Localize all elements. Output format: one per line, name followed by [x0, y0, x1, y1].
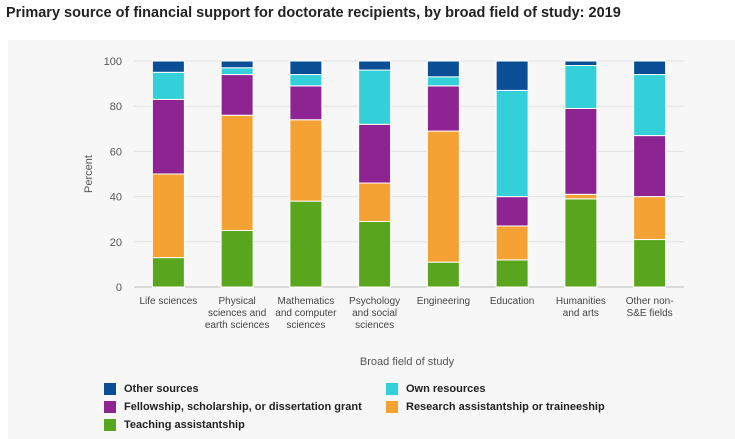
y-tick-label: 40	[110, 192, 122, 204]
bar-segment[interactable]	[289, 60, 323, 76]
x-tick-label: Other non-S&E fields	[626, 296, 674, 319]
bar-segment[interactable]	[633, 196, 667, 241]
x-tick-label: Mathematics and computer sciences	[275, 296, 337, 331]
bar-segment[interactable]	[495, 225, 529, 261]
legend-item[interactable]: Research assistantship or traineeship	[386, 401, 605, 413]
bar-segment[interactable]	[633, 60, 667, 76]
bar-segment[interactable]	[564, 198, 598, 288]
x-tick-label: Education	[490, 296, 534, 307]
bar-segment[interactable]	[426, 60, 460, 78]
bar-segment[interactable]	[151, 257, 185, 288]
bar-segment[interactable]	[220, 67, 254, 76]
bar-segment[interactable]	[289, 74, 323, 87]
bar-segment[interactable]	[495, 89, 529, 198]
x-tick-label: Psychology and social sciences	[349, 296, 400, 331]
bar-segment[interactable]	[358, 182, 392, 222]
bar-segment[interactable]	[426, 85, 460, 132]
legend-label: Teaching assistantship	[124, 419, 245, 431]
y-tick-label: 60	[110, 146, 122, 158]
legend-label: Research assistantship or traineeship	[406, 401, 605, 413]
x-tick-label: Engineering	[417, 296, 470, 307]
bar-segment[interactable]	[358, 123, 392, 184]
legend-swatch	[104, 401, 116, 413]
y-tick-label: 20	[110, 237, 122, 249]
bar-segment[interactable]	[495, 259, 529, 288]
bar-segment[interactable]	[564, 65, 598, 109]
bar-segment[interactable]	[358, 69, 392, 125]
legend-item[interactable]: Teaching assistantship	[104, 419, 245, 431]
y-tick-label: 100	[104, 56, 122, 68]
legend-swatch	[104, 419, 116, 431]
x-tick-label: Life sciences	[139, 296, 197, 307]
y-tick-label: 0	[116, 282, 122, 294]
legend-label: Other sources	[124, 383, 199, 395]
legend-label: Own resources	[406, 383, 486, 395]
bar-segment[interactable]	[426, 76, 460, 87]
legend-label: Fellowship, scholarship, or dissertation…	[124, 401, 362, 413]
bar-segment[interactable]	[426, 130, 460, 263]
x-axis-title: Broad field of study	[360, 356, 455, 368]
chart-title: Primary source of financial support for …	[6, 5, 621, 21]
bar-segment[interactable]	[220, 74, 254, 116]
bar-segment[interactable]	[495, 60, 529, 91]
chart-panel: 0 20 40 60 80 100 Percent Life sciences Physical…	[8, 40, 735, 439]
legend-swatch	[386, 383, 398, 395]
bar-segment[interactable]	[633, 135, 667, 198]
bar-segment[interactable]	[358, 220, 392, 288]
bar-segment[interactable]	[289, 85, 323, 121]
chart-legend: Other sources Own resources Fellowship, sc…	[104, 383, 664, 439]
bar-segment[interactable]	[289, 119, 323, 202]
stacked-bar-chart: 0 20 40 60 80 100 Percent Life sciences Physical…	[83, 56, 684, 368]
bar-segment[interactable]	[358, 60, 392, 71]
bar-segment[interactable]	[151, 173, 185, 259]
legend-item[interactable]: Other sources	[104, 383, 199, 395]
legend-item[interactable]: Fellowship, scholarship, or dissertation…	[104, 401, 362, 413]
legend-item[interactable]: Own resources	[386, 383, 485, 395]
legend-swatch	[386, 401, 398, 413]
x-tick-label: Humanities and arts	[556, 296, 606, 319]
bar-segment[interactable]	[220, 230, 254, 288]
bar-segment[interactable]	[564, 107, 598, 195]
bar-segment[interactable]	[564, 60, 598, 67]
bar-segment[interactable]	[426, 261, 460, 288]
bar-segment[interactable]	[151, 71, 185, 100]
bar-segment[interactable]	[633, 74, 667, 137]
bar-segment[interactable]	[633, 239, 667, 288]
bar-segment[interactable]	[564, 193, 598, 200]
y-axis-title: Percent	[83, 155, 95, 193]
x-tick-label: Physical sciences and earth sciences	[205, 296, 269, 331]
legend-swatch	[104, 383, 116, 395]
bar-segment[interactable]	[220, 60, 254, 69]
bar-segment[interactable]	[220, 114, 254, 231]
y-tick-label: 80	[110, 101, 122, 113]
bar-segment[interactable]	[495, 196, 529, 227]
bar-segment[interactable]	[151, 98, 185, 175]
bar-segment[interactable]	[289, 200, 323, 288]
bar-segment[interactable]	[151, 60, 185, 73]
